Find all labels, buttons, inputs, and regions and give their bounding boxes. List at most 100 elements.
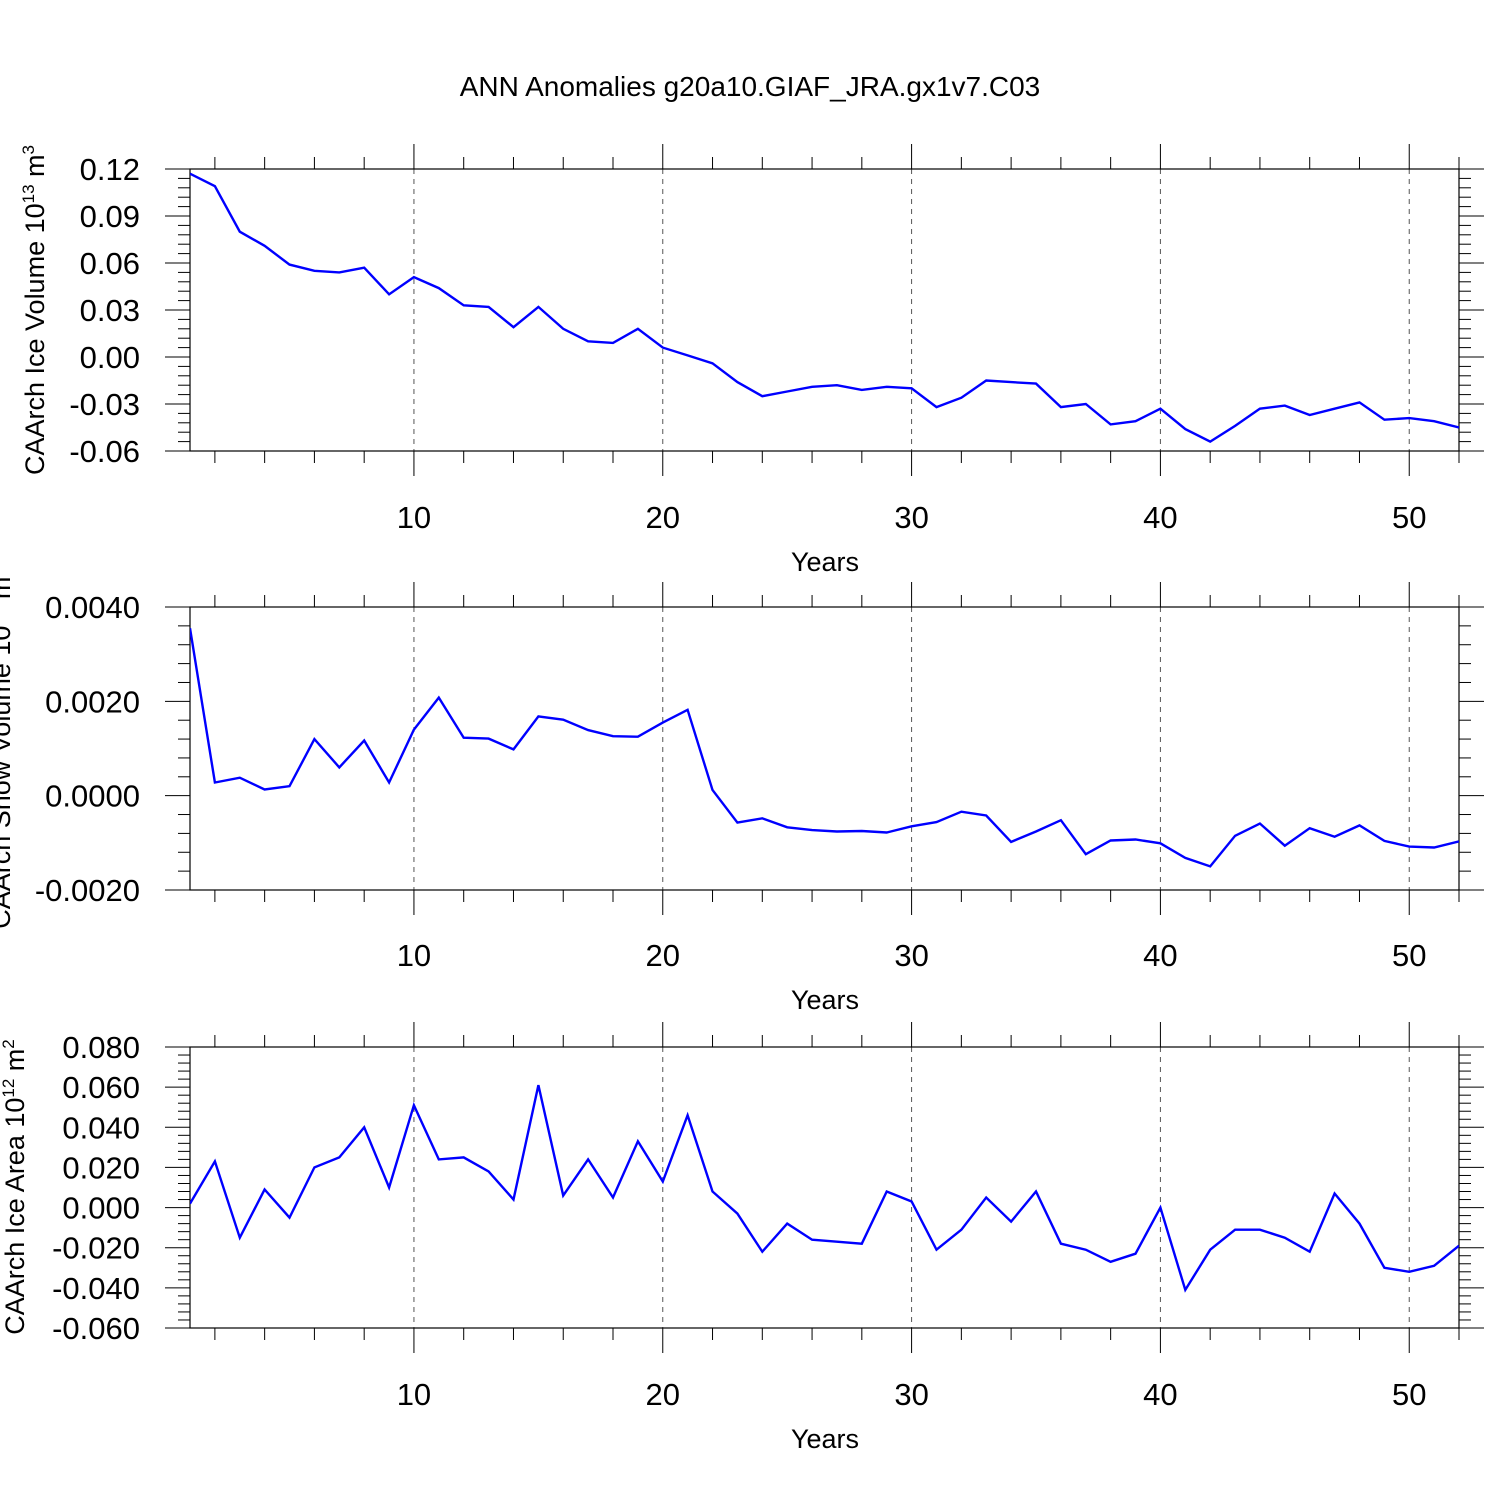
y-tick-label: -0.03 — [69, 387, 140, 422]
x-tick-label: 40 — [1143, 1377, 1177, 1412]
data-point — [511, 747, 516, 752]
x-tick-label: 30 — [894, 500, 928, 535]
x-axis-label: Years — [791, 1424, 859, 1454]
data-point — [685, 1113, 690, 1118]
data-point — [1282, 843, 1287, 848]
y-tick-label: 0.040 — [62, 1110, 140, 1145]
y-tick-label: -0.020 — [52, 1231, 140, 1266]
data-point — [1083, 1247, 1088, 1252]
x-tick-label: 30 — [894, 938, 928, 973]
x-tick-label: 40 — [1143, 938, 1177, 973]
data-point — [660, 345, 665, 350]
data-point — [1307, 1249, 1312, 1254]
y-tick-label: 0.03 — [80, 293, 140, 328]
data-point — [710, 788, 715, 793]
data-point — [1083, 402, 1088, 407]
data-point — [1133, 1251, 1138, 1256]
data-point — [611, 340, 616, 345]
data-point — [959, 809, 964, 814]
data-point — [1208, 864, 1213, 869]
data-point — [436, 1157, 441, 1162]
data-point — [1083, 852, 1088, 857]
data-point — [287, 1215, 292, 1220]
data-point — [511, 1197, 516, 1202]
data-point — [536, 1083, 541, 1088]
data-point — [1183, 855, 1188, 860]
data-point — [1282, 1235, 1287, 1240]
data-point — [362, 1125, 367, 1130]
data-point — [1158, 841, 1163, 846]
data-point — [785, 1221, 790, 1226]
data-point — [1332, 1191, 1337, 1196]
y-tick-label: -0.06 — [69, 434, 140, 469]
data-point — [1009, 1219, 1014, 1224]
data-point — [735, 820, 740, 825]
data-point — [810, 1237, 815, 1242]
data-point — [586, 728, 591, 733]
data-point — [685, 353, 690, 358]
y-tick-label: 0.0040 — [45, 590, 140, 625]
x-tick-label: 10 — [397, 500, 431, 535]
panel-2: 10 20 30 40 50 0.0040 0.0020 0.0000 -0.0020 Years… — [0, 567, 1484, 1015]
data-point — [1233, 1227, 1238, 1232]
panel-1: 10 20 30 40 50 0.12 0.09 0.06 0.03 0.00 -0.03 -0.06… — [19, 144, 1484, 577]
data-point — [1034, 381, 1039, 386]
data-point — [710, 361, 715, 366]
data-point — [387, 780, 392, 785]
data-point — [337, 270, 342, 275]
data-point — [909, 824, 914, 829]
data-point — [287, 784, 292, 789]
data-point — [1208, 439, 1213, 444]
y-axis-label-unit: m — [0, 577, 16, 607]
data-point — [586, 1157, 591, 1162]
series-line — [190, 172, 1459, 443]
data-point — [1432, 845, 1437, 850]
y-tick-label: 0.060 — [62, 1070, 140, 1105]
data-point — [1058, 818, 1063, 823]
x-tick-label: 20 — [646, 938, 680, 973]
data-point — [1183, 1287, 1188, 1292]
y-tick-label: 0.0000 — [45, 779, 140, 814]
data-point — [1257, 406, 1262, 411]
data-point — [1208, 1247, 1213, 1252]
data-point — [387, 292, 392, 297]
data-point — [611, 1195, 616, 1200]
data-point — [785, 389, 790, 394]
data-point — [411, 1103, 416, 1108]
data-point — [611, 734, 616, 739]
data-point — [1009, 839, 1014, 844]
data-point — [660, 720, 665, 725]
data-point — [1407, 1269, 1412, 1274]
chart-title: ANN Anomalies g20a10.GIAF_JRA.gx1v7.C03 — [460, 71, 1041, 102]
data-point — [934, 820, 939, 825]
data-point — [1108, 838, 1113, 843]
y-tick-label: -0.040 — [52, 1271, 140, 1306]
data-point — [1158, 1205, 1163, 1210]
data-point — [237, 775, 242, 780]
series-line — [190, 1084, 1459, 1293]
y-tick-label: 0.06 — [80, 246, 140, 281]
data-point — [1158, 406, 1163, 411]
data-point — [959, 1227, 964, 1232]
data-point — [1058, 1241, 1063, 1246]
data-point — [1382, 1265, 1387, 1270]
data-point — [810, 828, 815, 833]
data-point — [1432, 419, 1437, 424]
data-point — [760, 394, 765, 399]
data-point — [1034, 1189, 1039, 1194]
data-point — [735, 1211, 740, 1216]
data-point — [884, 1189, 889, 1194]
data-point — [237, 1235, 242, 1240]
data-point — [536, 714, 541, 719]
data-point — [834, 829, 839, 834]
data-point — [212, 780, 217, 785]
data-point — [859, 1241, 864, 1246]
data-point — [635, 326, 640, 331]
data-point — [710, 1189, 715, 1194]
series-line — [190, 628, 1459, 868]
data-point — [312, 268, 317, 273]
plot-frame — [189, 1046, 1460, 1329]
data-point — [362, 265, 367, 270]
data-point — [561, 717, 566, 722]
